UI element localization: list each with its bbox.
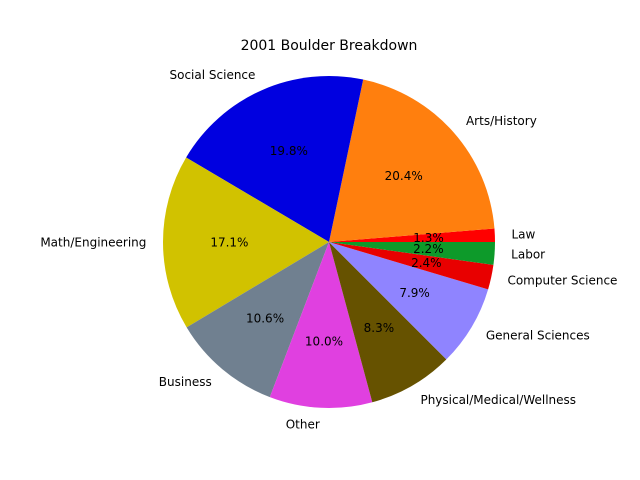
pie-slice-general-sciences: [329, 242, 489, 360]
pie-slice-math-engineering: [162, 157, 329, 328]
pie-category-label-computer-science: Computer Science: [507, 274, 617, 288]
pie-percent-label-math-engineering: 17.1%: [210, 235, 248, 249]
pie-category-label-general-sciences: General Sciences: [486, 328, 590, 342]
pie-category-label-math-engineering: Math/Engineering: [40, 236, 146, 250]
pie-percent-labels: 1.3% 20.4% 19.8% 17.1% 10.6% 10.0% 8.3% 7.9% 2.4…: [210, 144, 443, 349]
pie-slice-computer-science: [329, 242, 494, 290]
pie-percent-label-other: 10.0%: [305, 334, 343, 348]
pie-slices: [162, 76, 495, 408]
pie-slice-labor: [329, 242, 495, 265]
pie-category-label-law: Law: [511, 228, 535, 242]
pie-percent-label-labor: 2.2%: [413, 242, 444, 256]
pie-category-label-physical-medical-wellness: Physical/Medical/Wellness: [420, 393, 576, 407]
pie-category-label-arts-history: Arts/History: [466, 114, 537, 128]
pie-slice-business: [186, 242, 329, 398]
pie-percent-label-physical-medical-wellness: 8.3%: [364, 321, 395, 335]
pie-percent-label-computer-science: 2.4%: [411, 256, 442, 270]
chart-title: 2001 Boulder Breakdown: [241, 38, 418, 54]
pie-percent-label-arts-history: 20.4%: [385, 169, 423, 183]
pie-category-label-business: Business: [159, 375, 212, 389]
pie-slice-social-science: [186, 76, 364, 243]
pie-category-label-labor: Labor: [511, 248, 545, 262]
pie-slice-other: [269, 242, 373, 408]
pie-percent-label-business: 10.6%: [246, 311, 284, 325]
pie-slice-physical-medical-wellness: [329, 242, 447, 403]
pie-category-labels: Law Arts/History Social Science Math/Engine…: [40, 68, 617, 431]
pie-slice-law: [329, 228, 495, 242]
pie-percent-label-law: 1.3%: [413, 231, 444, 245]
pie-percent-label-social-science: 19.8%: [270, 144, 308, 158]
pie-slice-arts-history: [329, 79, 495, 242]
pie-percent-label-general-sciences: 7.9%: [399, 286, 430, 300]
pie-category-label-other: Other: [286, 417, 320, 431]
pie-category-label-social-science: Social Science: [170, 68, 256, 82]
